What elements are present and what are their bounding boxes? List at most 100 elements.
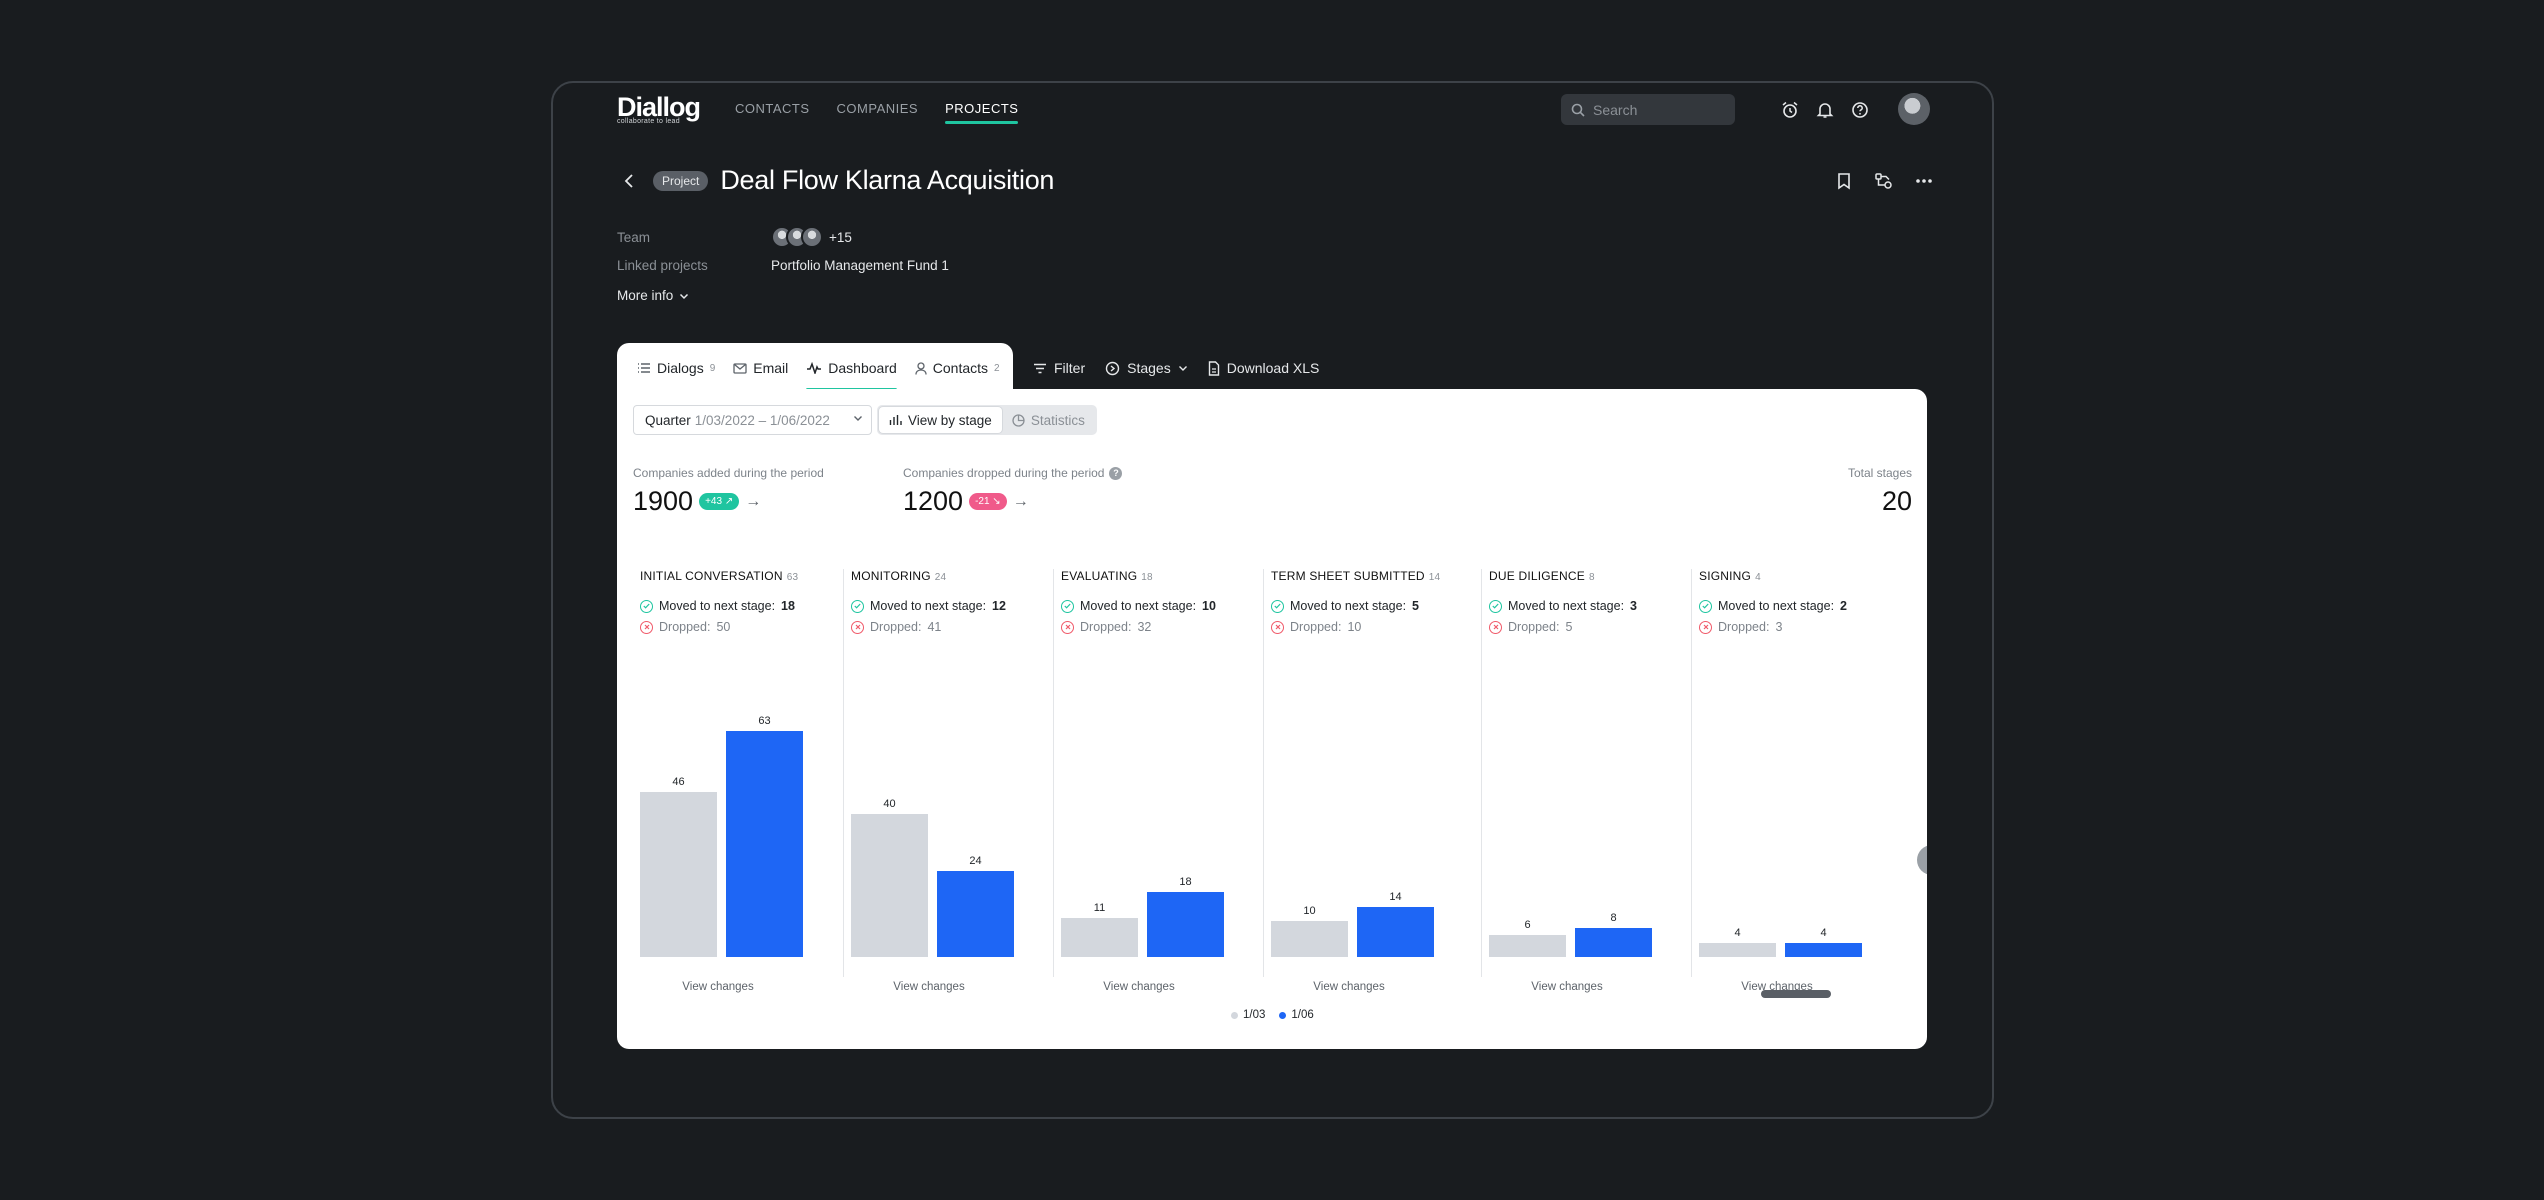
search-input[interactable]: Search [1561,94,1735,125]
avatar [801,226,823,248]
total-stages-label: Total stages [1847,466,1912,480]
project-pill: Project [653,170,709,191]
tab-dialogs-label: Dialogs [657,360,704,376]
chevron-down-icon [680,293,689,299]
tab-dialogs[interactable]: Dialogs 9 [637,343,715,393]
view-changes-link[interactable]: View changes [893,981,965,993]
horizontal-scrollbar[interactable] [1761,990,1831,998]
view-by-stage-label: View by stage [908,412,992,428]
dropped-line: Dropped: 50 [640,620,730,634]
bar-value-label: 4 [1734,927,1741,939]
bar-previous[interactable] [1271,921,1348,957]
bar-current[interactable] [1357,907,1434,957]
bar-value-label: 10 [1303,905,1316,917]
tab-contacts[interactable]: Contacts 2 [915,343,1000,393]
dropped-value: 50 [716,620,731,634]
linked-project-link[interactable]: Portfolio Management Fund 1 [771,257,949,273]
bookmark-icon[interactable] [1833,170,1855,192]
stage-column: DUE DILIGENCE 8 Moved to next stage: 3 Dropp… [1481,569,1691,993]
stages-dropdown[interactable]: Stages [1105,360,1188,376]
nav-contacts[interactable]: CONTACTS [735,101,810,116]
moved-label: Moved to next stage: [1290,599,1407,613]
check-circle-icon [1699,599,1712,613]
bell-icon[interactable] [1814,99,1836,121]
stage-name: TERM SHEET SUBMITTED 14 [1271,569,1440,583]
stage-count: 4 [1755,572,1761,583]
view-changes-link[interactable]: View changes [1313,981,1385,993]
x-circle-icon [1699,620,1712,634]
linked-projects-label: Linked projects [617,257,708,273]
workflow-settings-icon[interactable] [1873,170,1895,192]
team-more-count: +15 [829,229,852,245]
statistics-button[interactable]: Statistics [1002,407,1095,433]
bar-current[interactable] [726,731,803,957]
bar-previous[interactable] [851,814,928,957]
logo[interactable]: Diallog collaborate to lead [617,93,701,125]
view-by-stage-button[interactable]: View by stage [879,407,1002,433]
moved-label: Moved to next stage: [1718,599,1835,613]
nav-companies[interactable]: COMPANIES [836,101,919,116]
bar-previous[interactable] [1699,943,1776,957]
quarter-select[interactable]: Quarter 1/03/2022 – 1/06/2022 [633,405,872,435]
team-value[interactable]: +15 [771,226,852,248]
alarm-clock-icon[interactable] [1779,99,1801,121]
team-label: Team [617,229,651,245]
filter-button[interactable]: Filter [1033,360,1085,376]
stage-name: INITIAL CONVERSATION 63 [640,569,798,583]
bar-current[interactable] [1147,892,1224,957]
stage-column: MONITORING 24 Moved to next stage: 12 Droppe… [843,569,1053,993]
bar-previous[interactable] [1061,918,1138,957]
stage-title: SIGNING [1699,569,1752,583]
dropped-value: 3 [1775,620,1783,634]
view-changes-link[interactable]: View changes [1531,981,1603,993]
team-row: Team +15 [617,223,949,251]
toolbar: Filter Stages Download XLS [1033,343,1319,393]
nav-projects[interactable]: PROJECTS [945,101,1019,124]
chevron-down-icon [854,416,862,421]
dropped-line: Dropped: 5 [1489,620,1572,634]
next-page-button[interactable] [1917,845,1927,875]
moved-line: Moved to next stage: 12 [851,599,1006,613]
bar-current[interactable] [937,871,1014,957]
team-avatars [771,226,823,248]
bar-previous[interactable] [640,792,717,957]
tab-contacts-count: 2 [994,362,1000,374]
decrease-badge: -21 ↘ [969,493,1007,510]
stage-count: 8 [1588,572,1595,583]
back-arrow-icon[interactable] [617,169,641,193]
stage-title: EVALUATING [1061,569,1138,583]
arrow-right-icon[interactable]: → [1012,492,1029,510]
bar-value-label: 46 [672,776,685,788]
bar-value-label: 14 [1389,891,1402,903]
check-circle-icon [1271,599,1284,613]
header-actions [1833,170,1935,192]
help-icon[interactable] [1849,99,1871,121]
moved-label: Moved to next stage: [870,599,987,613]
moved-value: 12 [992,599,1006,613]
view-changes-link[interactable]: View changes [682,981,754,993]
stage-title: TERM SHEET SUBMITTED [1271,569,1425,583]
logo-tagline: collaborate to lead [617,118,680,125]
arrow-right-icon[interactable]: → [745,492,762,510]
bar-current[interactable] [1785,943,1862,957]
filter-label: Filter [1054,360,1086,376]
view-changes-link[interactable]: View changes [1103,981,1175,993]
moved-value: 3 [1630,599,1637,613]
bar-value-label: 8 [1610,912,1617,924]
download-xls-button[interactable]: Download XLS [1208,360,1319,376]
tab-dashboard[interactable]: Dashboard [806,343,897,393]
companies-added-label: Companies added during the period [633,466,824,480]
stage-title: MONITORING [851,569,931,583]
bar-current[interactable] [1575,928,1652,957]
tab-email[interactable]: Email [733,343,788,393]
user-avatar[interactable] [1898,93,1930,125]
stage-column: INITIAL CONVERSATION 63 Moved to next stag… [633,569,843,993]
filter-icon [1034,363,1046,373]
info-icon[interactable]: ? [1109,466,1123,480]
more-info-toggle[interactable]: More info [617,288,689,303]
bar-previous[interactable] [1489,935,1566,957]
document-icon [1208,360,1219,376]
tab-dashboard-label: Dashboard [828,360,897,376]
more-options-icon[interactable] [1913,170,1935,192]
stage-name: MONITORING 24 [851,569,946,583]
